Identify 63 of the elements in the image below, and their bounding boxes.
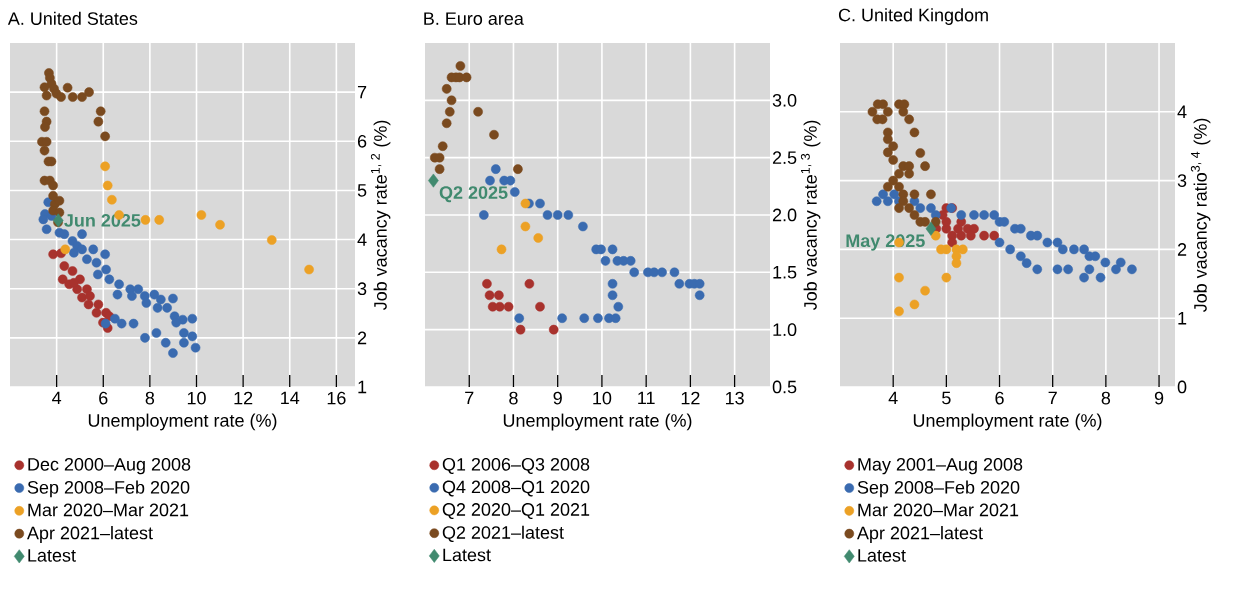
x-tick-label: 12	[234, 391, 253, 405]
legend-label: Latest	[443, 548, 491, 562]
legend-label: Sep 2008–Feb 2020	[857, 480, 1020, 498]
y-tick-label: 4	[1177, 105, 1187, 118]
annotation: Q2 2025	[439, 186, 508, 203]
x-tick-label: 4	[888, 391, 898, 405]
y-tick-label: 1	[358, 380, 367, 394]
y-tick-label: 1.5	[773, 266, 797, 279]
legend-label: Q1 2006–Q3 2008	[442, 457, 590, 474]
chart-title: C. United Kingdom	[838, 8, 988, 25]
legend-label: Dec 2000–Aug 2008	[28, 457, 191, 475]
legend-label: Latest	[28, 549, 76, 562]
x-tick-label: 16	[327, 391, 346, 405]
x-tick-label: 4	[52, 391, 62, 405]
x-axis-title: Unemployment rate (%)	[913, 413, 1102, 431]
x-tick-label: 9	[1154, 391, 1164, 405]
x-axis-title: Unemployment rate (%)	[88, 413, 277, 431]
y-tick-label: 3.0	[772, 93, 797, 107]
y-tick-label: 0	[1177, 380, 1187, 394]
legend-label: Apr 2021–latest	[856, 526, 983, 543]
x-tick-label: 9	[553, 391, 562, 405]
x-tick-label: 10	[187, 391, 206, 405]
y-tick-label: 5	[357, 184, 367, 197]
x-tick-label: 7	[1048, 391, 1057, 405]
y-tick-label: 1	[1178, 312, 1187, 325]
y-tick-label: 2.0	[772, 208, 797, 222]
x-tick-label: 10	[593, 391, 612, 405]
x-tick-label: 14	[281, 391, 300, 405]
legend-label: Apr 2021–latest	[26, 526, 153, 543]
x-tick-label: 8	[1101, 391, 1111, 405]
y-tick-label: 3	[357, 282, 367, 296]
y-axis-title: Job vacancy rate$^{1, 3}$ (%)	[800, 120, 821, 311]
y-tick-label: 2.5	[772, 151, 797, 165]
legend-label: May 2001–Aug 2008	[858, 457, 1023, 475]
x-axis-title: Unemployment rate (%)	[503, 413, 692, 431]
x-tick-label: 11	[638, 391, 655, 405]
legend-label: Mar 2020–Mar 2021	[28, 503, 189, 517]
legend-label: Q4 2008–Q1 2020	[442, 480, 590, 497]
legend-label: Mar 2020–Mar 2021	[858, 503, 1019, 517]
y-tick-label: 4	[357, 233, 367, 246]
legend-label: Sep 2008–Feb 2020	[27, 480, 190, 498]
y-axis-title: Job vacancy ratio$^{3, 4}$ (%)	[1190, 118, 1211, 313]
y-tick-label: 6	[357, 134, 367, 148]
x-tick-label: 8	[145, 391, 155, 405]
y-tick-label: 0.5	[772, 380, 797, 394]
x-tick-label: 8	[509, 391, 518, 405]
x-tick-label: 5	[942, 391, 951, 405]
y-tick-label: 3	[1177, 174, 1187, 187]
chart-title: B. Euro area	[424, 12, 524, 25]
x-tick-label: 6	[99, 391, 108, 405]
x-tick-label: 7	[465, 391, 474, 405]
legend-label: Q2 2020–Q1 2021	[442, 503, 590, 520]
x-tick-label: 6	[995, 391, 1004, 405]
y-tick-label: 7	[357, 85, 367, 99]
y-tick-label: 2	[1177, 243, 1187, 256]
legend-label: Q2 2021–latest	[442, 525, 564, 543]
chart-title: A. United States	[7, 11, 138, 25]
y-tick-label: 2	[357, 331, 367, 345]
x-tick-label: 12	[681, 391, 700, 405]
legend-label: Latest	[858, 549, 906, 562]
y-tick-label: 1.0	[773, 323, 797, 337]
y-axis-title: Job vacancy rate$^{1, 2}$ (%)	[370, 120, 391, 311]
x-tick-label: 13	[725, 391, 744, 405]
